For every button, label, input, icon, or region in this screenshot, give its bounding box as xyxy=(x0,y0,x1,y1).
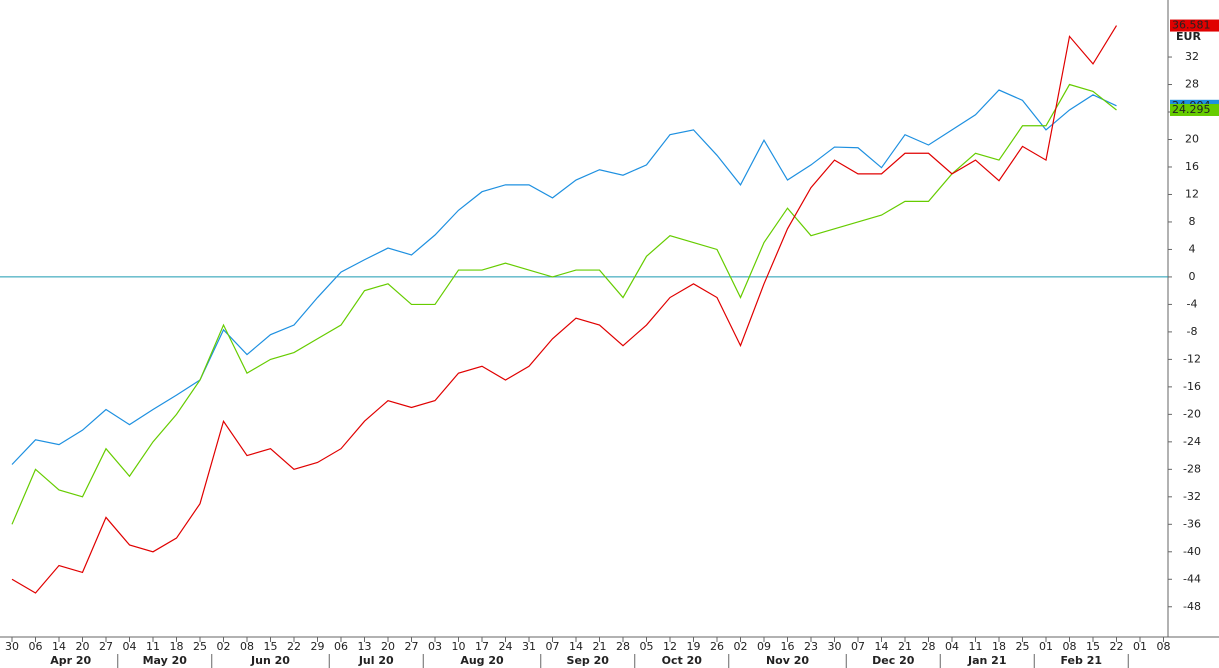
x-tick-label: 04 xyxy=(123,640,137,653)
x-tick-label: 13 xyxy=(358,640,372,653)
last-value-label: 36.581 xyxy=(1172,19,1211,32)
x-tick-label: 02 xyxy=(734,640,748,653)
y-axis-label: EUR xyxy=(1176,30,1201,43)
month-label: Aug 20 xyxy=(460,654,504,667)
x-tick-label: 07 xyxy=(546,640,560,653)
y-tick-label: 16 xyxy=(1185,160,1199,173)
last-value-box xyxy=(1170,19,1219,32)
y-tick-label: -8 xyxy=(1187,325,1198,338)
x-tick-label: 15 xyxy=(1086,640,1100,653)
y-tick-label: 0 xyxy=(1189,270,1196,283)
month-label: Feb 21 xyxy=(1060,654,1102,667)
month-label: Dec 20 xyxy=(872,654,915,667)
x-tick-label: 30 xyxy=(828,640,842,653)
last-value-box xyxy=(1170,103,1219,116)
x-tick-label: 08 xyxy=(1157,640,1171,653)
y-tick-label: -16 xyxy=(1183,380,1201,393)
month-label: May 20 xyxy=(143,654,188,667)
x-tick-label: 12 xyxy=(663,640,677,653)
x-tick-label: 28 xyxy=(922,640,936,653)
y-tick-label: -36 xyxy=(1183,517,1201,530)
x-tick-label: 23 xyxy=(804,640,818,653)
y-tick-label: 28 xyxy=(1185,78,1199,91)
x-tick-label: 17 xyxy=(475,640,489,653)
x-tick-label: 01 xyxy=(1039,640,1053,653)
y-tick-label: -12 xyxy=(1183,352,1201,365)
y-tick-label: -40 xyxy=(1183,545,1201,558)
x-tick-label: 18 xyxy=(992,640,1006,653)
x-tick-label: 19 xyxy=(687,640,701,653)
x-tick-label: 27 xyxy=(405,640,419,653)
x-tick-label: 15 xyxy=(264,640,278,653)
x-tick-label: 20 xyxy=(381,640,395,653)
x-tick-label: 11 xyxy=(146,640,160,653)
series-line xyxy=(11,25,1118,594)
x-tick-label: 03 xyxy=(428,640,442,653)
x-tick-label: 25 xyxy=(1016,640,1030,653)
x-tick-label: 16 xyxy=(781,640,795,653)
x-tick-label: 21 xyxy=(898,640,912,653)
y-tick-label: -24 xyxy=(1183,435,1201,448)
x-tick-label: 21 xyxy=(593,640,607,653)
y-tick-label: -4 xyxy=(1187,297,1198,310)
x-tick-label: 18 xyxy=(170,640,184,653)
month-label: Oct 20 xyxy=(662,654,703,667)
x-tick-label: 06 xyxy=(29,640,43,653)
series-line xyxy=(11,89,1117,465)
x-tick-label: 06 xyxy=(334,640,348,653)
month-label: Sep 20 xyxy=(567,654,610,667)
x-tick-label: 09 xyxy=(757,640,771,653)
x-tick-label: 29 xyxy=(311,640,325,653)
x-tick-label: 31 xyxy=(522,640,536,653)
x-tick-label: 10 xyxy=(452,640,466,653)
y-tick-label: 4 xyxy=(1189,242,1196,255)
x-tick-label: 08 xyxy=(1063,640,1077,653)
x-tick-label: 25 xyxy=(193,640,207,653)
x-tick-label: 05 xyxy=(640,640,654,653)
y-tick-label: -48 xyxy=(1183,600,1201,613)
y-tick-label: 12 xyxy=(1185,187,1199,200)
x-tick-label: 14 xyxy=(52,640,66,653)
x-tick-label: 22 xyxy=(1110,640,1124,653)
x-tick-label: 14 xyxy=(569,640,583,653)
y-tick-label: -32 xyxy=(1183,490,1201,503)
x-tick-label: 20 xyxy=(76,640,90,653)
x-tick-label: 24 xyxy=(499,640,513,653)
y-tick-label: 32 xyxy=(1185,50,1199,63)
y-tick-label: -44 xyxy=(1183,572,1201,585)
x-tick-label: 26 xyxy=(710,640,724,653)
x-tick-label: 27 xyxy=(99,640,113,653)
x-tick-label: 01 xyxy=(1133,640,1147,653)
x-tick-label: 28 xyxy=(616,640,630,653)
x-tick-label: 11 xyxy=(969,640,983,653)
month-label: Jan 21 xyxy=(967,654,1006,667)
month-label: Nov 20 xyxy=(766,654,809,667)
month-label: Apr 20 xyxy=(50,654,91,667)
y-tick-label: -20 xyxy=(1183,407,1201,420)
x-tick-label: 22 xyxy=(287,640,301,653)
x-tick-label: 30 xyxy=(5,640,19,653)
x-tick-label: 02 xyxy=(217,640,231,653)
series-line xyxy=(11,83,1117,525)
last-value-label: 24.295 xyxy=(1172,103,1211,116)
y-tick-label: 20 xyxy=(1185,132,1199,145)
x-tick-label: 07 xyxy=(851,640,865,653)
x-tick-label: 08 xyxy=(240,640,254,653)
y-tick-label: 8 xyxy=(1189,215,1196,228)
month-label: Jun 20 xyxy=(250,654,290,667)
x-tick-label: 14 xyxy=(875,640,889,653)
y-tick-label: -28 xyxy=(1183,462,1201,475)
month-label: Jul 20 xyxy=(358,654,394,667)
x-tick-label: 04 xyxy=(945,640,959,653)
